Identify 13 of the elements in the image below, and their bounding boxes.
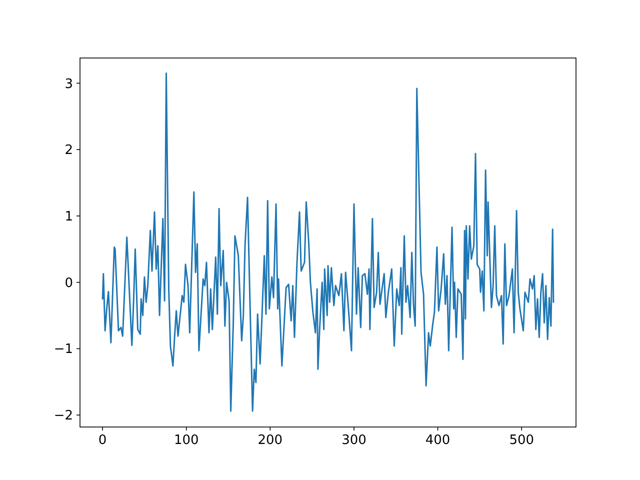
x-tick-label: 0 bbox=[98, 433, 107, 448]
y-tick-label: −1 bbox=[54, 342, 73, 358]
x-tick-label: 200 bbox=[258, 433, 283, 448]
line-series bbox=[102, 72, 554, 412]
x-tick-label: 300 bbox=[342, 433, 366, 448]
x-tick-label: 100 bbox=[174, 433, 199, 448]
y-tick-label: −2 bbox=[54, 408, 73, 424]
y-tick-label: 0 bbox=[64, 276, 73, 291]
y-tick-label: 1 bbox=[64, 210, 73, 225]
x-tick-label: 400 bbox=[425, 433, 450, 448]
y-tick-label: 2 bbox=[64, 143, 73, 158]
y-tick-label: 3 bbox=[64, 76, 73, 92]
x-tick-label: 500 bbox=[509, 433, 534, 448]
